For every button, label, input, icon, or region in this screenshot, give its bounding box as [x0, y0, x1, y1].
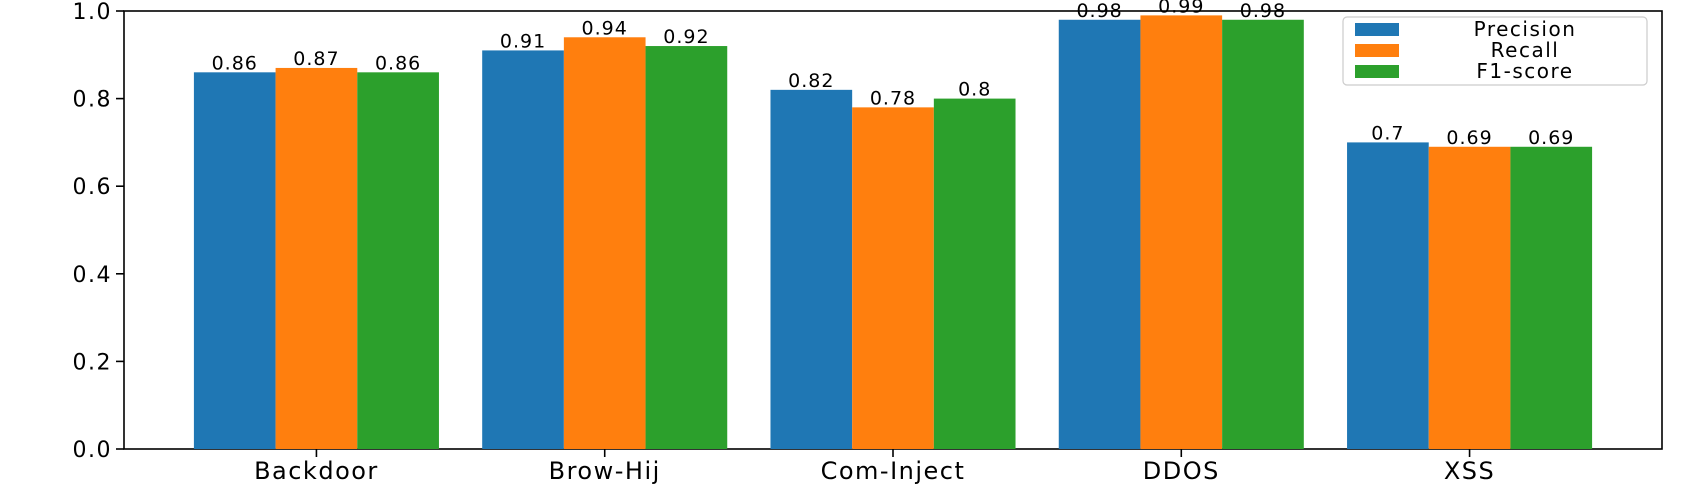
data-label: 0.69: [1446, 127, 1492, 149]
bar-f1-score-com-inject: [933, 98, 1016, 449]
data-label: 0.86: [212, 52, 258, 74]
bar-recall-com-inject: [852, 107, 934, 450]
data-label: 0.8: [958, 79, 991, 101]
bar-f1-score-brow-hij: [645, 46, 728, 449]
bar-precision-brow-hij: [482, 50, 564, 450]
data-label: 0.91: [500, 30, 546, 52]
data-label: 0.69: [1528, 127, 1574, 149]
x-tick-label: XSS: [1444, 457, 1495, 485]
data-label: 0.92: [663, 26, 709, 48]
legend-label-f1-score: F1-score: [1476, 59, 1573, 83]
x-tick-label: Com-Inject: [821, 457, 966, 485]
y-tick-label: 0.4: [73, 263, 113, 288]
legend-swatch-precision: [1355, 23, 1399, 36]
bar-f1-score-backdoor: [357, 72, 439, 449]
legend-box: [1342, 16, 1648, 86]
data-label: 0.87: [293, 48, 339, 70]
data-label: 0.78: [870, 87, 916, 109]
bars: [193, 15, 1593, 450]
y-tick-label: 0.8: [73, 88, 113, 113]
x-tick-label: Backdoor: [254, 457, 379, 485]
bar-recall-ddos: [1140, 15, 1223, 449]
bar-precision-ddos: [1058, 19, 1141, 449]
bar-precision-xss: [1347, 142, 1429, 449]
bar-f1-score-ddos: [1222, 19, 1304, 449]
bar-recall-xss: [1428, 146, 1511, 449]
legend-label-precision: Precision: [1474, 17, 1577, 41]
legend-swatch-recall: [1355, 44, 1399, 57]
bar-precision-backdoor: [193, 72, 276, 449]
y-tick-label: 0.2: [73, 350, 113, 375]
data-labels: 0.86 0.91 0.82 0.98 0.7 0.87 0.94 0.78 0.99 0.69 0…: [212, 0, 1574, 149]
legend-swatch-f1-score: [1355, 65, 1399, 78]
x-axis: Backdoor Brow-Hij Com-Inject DDOS XSS: [254, 449, 1495, 485]
bar-recall-backdoor: [275, 67, 358, 449]
y-axis: 0.0 0.2 0.4 0.6 0.8 1.0: [73, 0, 124, 463]
data-label: 0.7: [1371, 122, 1404, 144]
data-label: 0.94: [582, 17, 628, 39]
bar-f1-score-xss: [1510, 146, 1593, 449]
data-label: 0.86: [375, 52, 421, 74]
x-tick-label: DDOS: [1143, 457, 1220, 485]
legend-label-recall: Recall: [1491, 38, 1560, 62]
y-tick-label: 0.0: [73, 438, 113, 463]
bar-recall-brow-hij: [563, 37, 646, 449]
data-label: 0.82: [788, 70, 834, 92]
y-tick-label: 1.0: [73, 0, 113, 25]
data-label: 0.98: [1076, 0, 1122, 22]
y-tick-label: 0.6: [73, 175, 113, 200]
x-tick-label: Brow-Hij: [549, 457, 661, 485]
bar-precision-com-inject: [770, 89, 853, 449]
data-label: 0.99: [1158, 0, 1204, 17]
data-label: 0.98: [1240, 0, 1286, 22]
